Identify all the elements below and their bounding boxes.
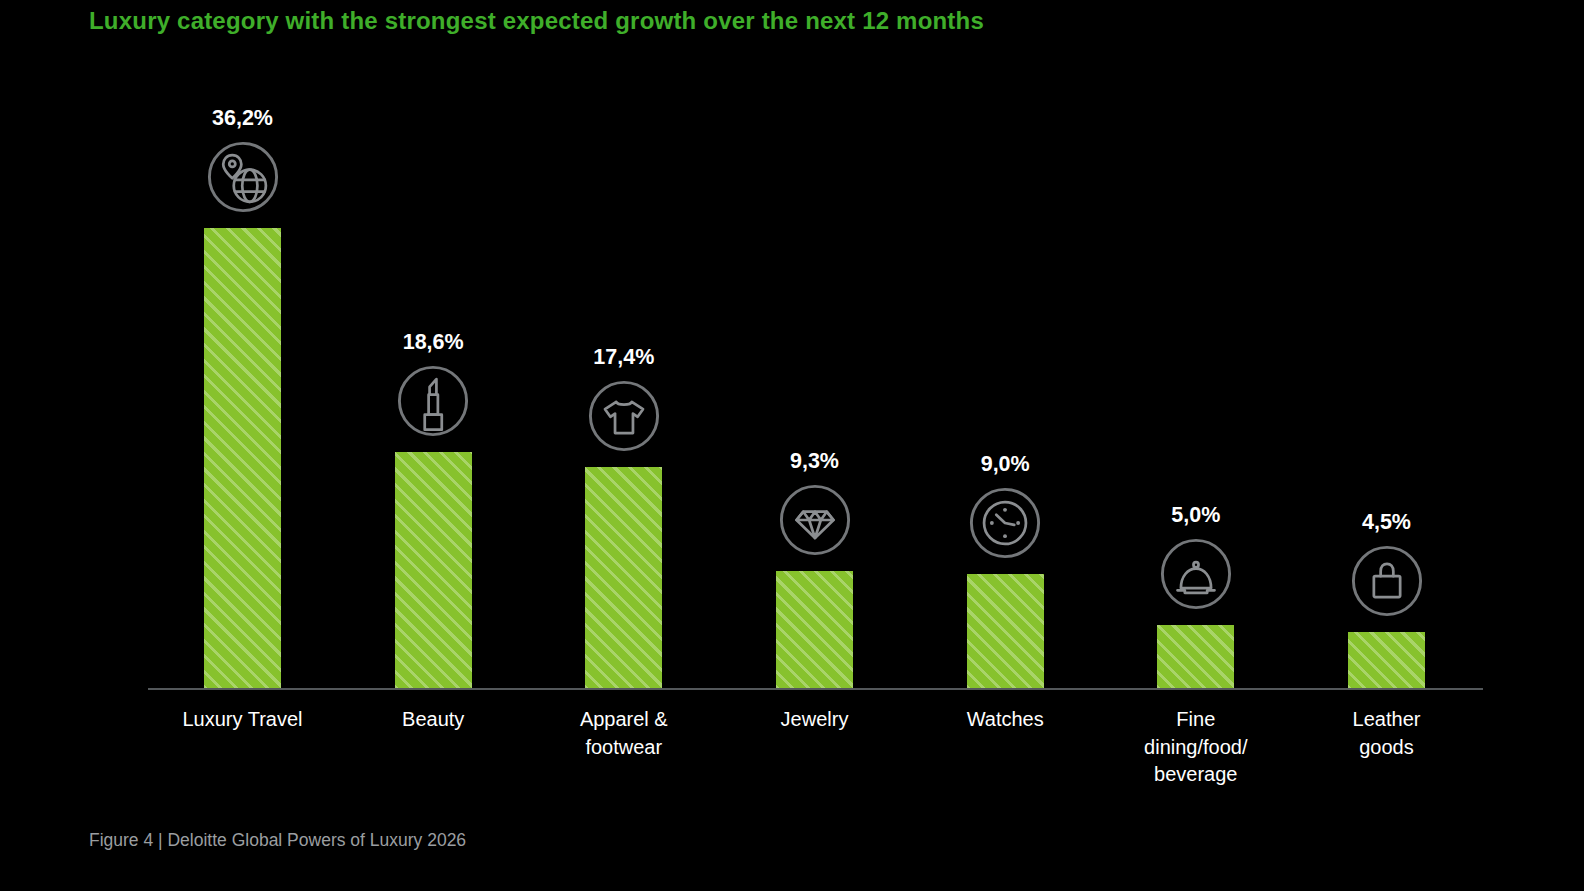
chart-canvas: Luxury category with the strongest expec… [0, 0, 1584, 891]
lipstick-icon [396, 364, 470, 438]
handbag-icon [1350, 544, 1424, 618]
value-label: 18,6% [403, 330, 464, 355]
bar-group-watches: 9,0% [910, 452, 1100, 689]
bar [1157, 625, 1234, 689]
globe-location-icon [206, 140, 280, 214]
cloche-icon [1159, 537, 1233, 611]
value-label: 36,2% [212, 106, 273, 131]
x-axis-line [148, 688, 1483, 690]
category-label: Beauty [338, 706, 528, 734]
value-label: 9,3% [790, 449, 839, 474]
bar-group-beauty: 18,6% [338, 330, 528, 689]
category-label: Luxury Travel [148, 706, 338, 734]
bar [585, 467, 662, 689]
bar [1348, 632, 1425, 689]
diamond-icon [778, 483, 852, 557]
bar [967, 574, 1044, 689]
value-label: 9,0% [981, 452, 1030, 477]
value-label: 4,5% [1362, 510, 1411, 535]
bar-group-jewelry: 9,3% [720, 449, 910, 689]
bar [204, 228, 281, 689]
bar [395, 452, 472, 689]
tshirt-icon [587, 379, 661, 453]
bar-group-apparel-footwear: 17,4% [529, 345, 719, 689]
figure-caption: Figure 4 | Deloitte Global Powers of Lux… [89, 830, 466, 851]
category-label: Apparel & footwear [529, 706, 719, 761]
bar-group-fine-dining: 5,0% [1101, 503, 1291, 689]
bar-group-luxury-travel: 36,2% [148, 106, 338, 689]
value-label: 17,4% [593, 345, 654, 370]
watch-icon [968, 486, 1042, 560]
value-label: 5,0% [1171, 503, 1220, 528]
category-label: Jewelry [720, 706, 910, 734]
category-label: Watches [910, 706, 1100, 734]
category-label: Fine dining/food/ beverage [1101, 706, 1291, 789]
bar-group-leather-goods: 4,5% [1292, 510, 1482, 689]
category-label: Leather goods [1292, 706, 1482, 761]
chart-title: Luxury category with the strongest expec… [89, 7, 1489, 35]
bar [776, 571, 853, 689]
